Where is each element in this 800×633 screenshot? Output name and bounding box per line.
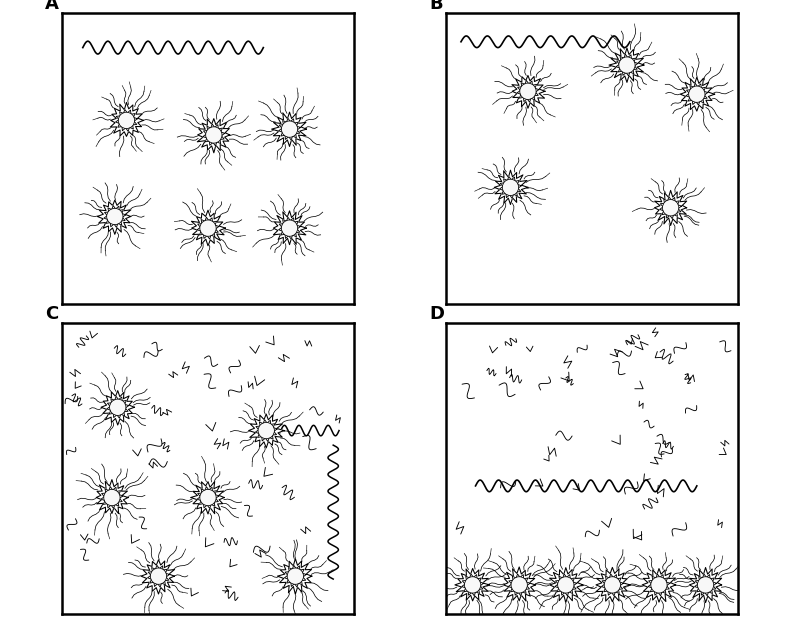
Circle shape (104, 489, 120, 506)
Circle shape (520, 83, 536, 99)
Polygon shape (278, 559, 312, 594)
Polygon shape (104, 206, 126, 227)
Polygon shape (255, 420, 277, 441)
Circle shape (662, 199, 678, 216)
Polygon shape (694, 574, 717, 596)
Polygon shape (660, 197, 682, 218)
Polygon shape (690, 568, 722, 603)
Circle shape (282, 121, 298, 137)
Text: A: A (45, 0, 59, 13)
Polygon shape (285, 565, 306, 587)
Polygon shape (147, 565, 170, 587)
Polygon shape (596, 567, 630, 602)
Circle shape (258, 422, 274, 439)
Polygon shape (197, 217, 219, 239)
Polygon shape (602, 574, 623, 596)
Polygon shape (508, 574, 530, 596)
Text: D: D (429, 305, 444, 323)
Polygon shape (141, 560, 174, 594)
Polygon shape (106, 396, 129, 418)
Circle shape (511, 577, 527, 593)
Polygon shape (455, 568, 490, 601)
Circle shape (282, 220, 298, 236)
Circle shape (698, 577, 714, 593)
Text: B: B (429, 0, 442, 13)
Circle shape (689, 86, 705, 103)
Polygon shape (278, 217, 301, 239)
Polygon shape (191, 210, 226, 246)
Polygon shape (110, 103, 143, 136)
Polygon shape (190, 482, 224, 514)
Circle shape (110, 399, 126, 415)
Polygon shape (96, 480, 128, 513)
Polygon shape (462, 574, 483, 596)
Polygon shape (203, 124, 225, 146)
Polygon shape (550, 568, 583, 603)
Polygon shape (98, 200, 131, 234)
Circle shape (200, 220, 216, 236)
Polygon shape (101, 487, 123, 508)
Polygon shape (499, 177, 522, 198)
Polygon shape (609, 48, 644, 82)
Polygon shape (616, 54, 638, 76)
Polygon shape (686, 84, 708, 105)
Circle shape (604, 577, 621, 593)
Polygon shape (494, 170, 528, 204)
Polygon shape (274, 211, 306, 244)
Polygon shape (680, 77, 714, 111)
Polygon shape (115, 110, 138, 131)
Polygon shape (249, 414, 284, 448)
Polygon shape (512, 75, 545, 108)
Circle shape (106, 208, 123, 225)
Circle shape (200, 489, 216, 506)
Polygon shape (517, 80, 539, 102)
Polygon shape (272, 112, 306, 146)
Polygon shape (555, 574, 577, 596)
Circle shape (118, 112, 134, 128)
Polygon shape (654, 191, 686, 225)
Circle shape (465, 577, 481, 593)
Polygon shape (503, 567, 535, 601)
Circle shape (502, 179, 518, 196)
Polygon shape (278, 118, 301, 140)
Circle shape (206, 127, 222, 143)
Polygon shape (198, 118, 230, 153)
Polygon shape (648, 574, 670, 596)
Circle shape (651, 577, 667, 593)
Circle shape (150, 568, 166, 584)
Circle shape (618, 57, 635, 73)
Circle shape (287, 568, 303, 584)
Polygon shape (642, 568, 675, 602)
Polygon shape (197, 487, 219, 508)
Polygon shape (101, 391, 134, 425)
Text: C: C (45, 305, 58, 323)
Circle shape (558, 577, 574, 593)
